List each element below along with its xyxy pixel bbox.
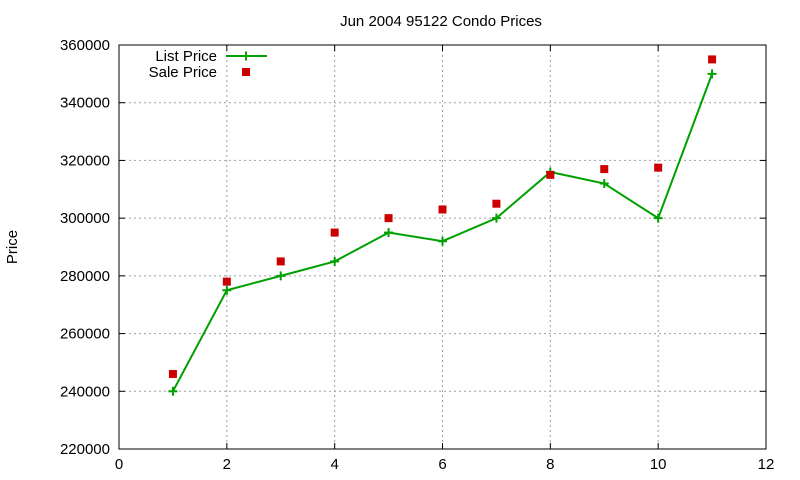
sale-price-point <box>438 205 447 214</box>
list-price-point <box>168 386 178 396</box>
y-tick-label: 280000 <box>60 268 110 285</box>
y-tick-label: 320000 <box>60 152 110 169</box>
grid-layer <box>119 45 766 449</box>
list-price-point <box>707 69 717 79</box>
y-tick-label: 220000 <box>60 441 110 458</box>
list-price-point <box>491 213 501 223</box>
list-price-point <box>653 213 663 223</box>
sale-price-point <box>384 214 393 223</box>
sale-price-point <box>600 165 609 174</box>
legend-label-sale-price: Sale Price <box>149 64 217 81</box>
list-price-point <box>438 236 447 246</box>
legend-marker-sale-price <box>242 68 250 76</box>
x-tick-label: 12 <box>758 456 775 473</box>
series-layer <box>168 55 717 396</box>
chart-title: Jun 2004 95122 Condo Prices <box>340 13 542 30</box>
list-price-point <box>330 256 340 266</box>
y-tick-label: 300000 <box>60 210 110 227</box>
list-price-point <box>276 271 286 281</box>
y-tick-label: 240000 <box>60 383 110 400</box>
sale-price-point <box>168 369 177 378</box>
sale-price-point <box>330 228 339 237</box>
sale-price-point <box>654 163 663 172</box>
x-tick-label: 10 <box>650 456 667 473</box>
legend-marker-list-price <box>241 51 251 61</box>
tick-layer: 0 2 4 6 8 10 12 220000 240000 260000 280000 300000 3… <box>60 37 774 473</box>
y-tick-label: 340000 <box>60 95 110 112</box>
sale-price-point <box>222 277 231 286</box>
list-price-point <box>599 179 609 189</box>
x-tick-label: 0 <box>115 456 123 473</box>
y-axis-label: Price <box>4 230 21 264</box>
list-price-point <box>384 228 394 238</box>
x-tick-label: 4 <box>330 456 338 473</box>
sale-price-point <box>546 170 555 179</box>
y-tick-label: 360000 <box>60 37 110 54</box>
sale-price-point <box>708 55 717 64</box>
legend-label-list-price: List Price <box>155 48 217 65</box>
y-tick-label: 260000 <box>60 326 110 343</box>
x-tick-label: 2 <box>223 456 231 473</box>
x-tick-label: 8 <box>546 456 554 473</box>
sale-price-point <box>276 257 285 266</box>
list-price-point <box>222 285 232 295</box>
x-tick-label: 6 <box>438 456 446 473</box>
sale-price-point <box>492 199 501 208</box>
